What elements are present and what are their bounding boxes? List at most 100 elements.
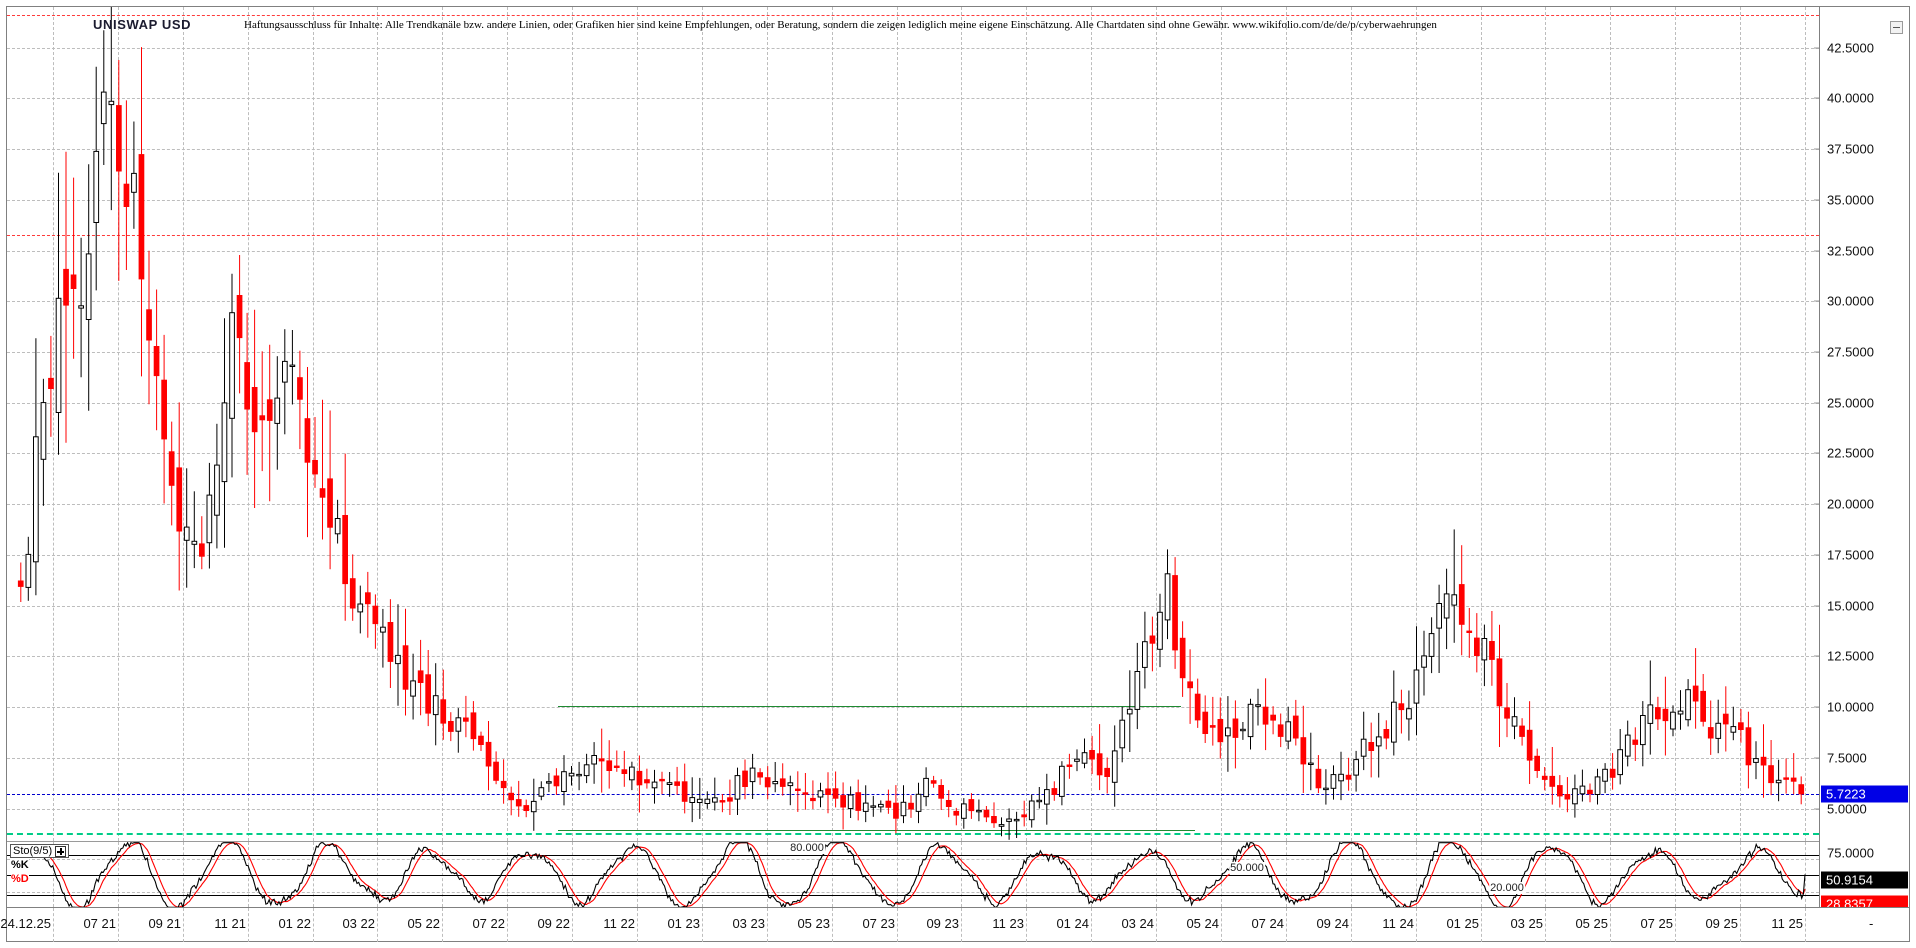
date-axis-tick xyxy=(1091,908,1092,942)
price-axis-tick-label: 10.0000 xyxy=(1827,699,1874,715)
date-axis-tick-label: 07 25 xyxy=(1640,916,1673,931)
date-axis-tick xyxy=(767,908,768,942)
price-axis-tick xyxy=(1814,250,1819,251)
minus-box-icon[interactable] xyxy=(1890,21,1903,34)
date-axis-tick-label: 03 23 xyxy=(732,916,765,931)
price-axis-tick-label: 35.0000 xyxy=(1827,192,1874,208)
date-axis-tick-label: 24.12.25 xyxy=(0,916,51,931)
date-axis-tick xyxy=(1416,908,1417,942)
date-axis-tick xyxy=(637,908,638,942)
date-axis-tick-label: 07 22 xyxy=(472,916,505,931)
date-axis-tick xyxy=(313,908,314,942)
date-axis-tick xyxy=(961,908,962,942)
price-axis-tick-label: 17.5000 xyxy=(1827,547,1874,563)
date-axis-tick-label: 09 22 xyxy=(537,916,570,931)
price-axis-tick xyxy=(1814,655,1819,657)
stochastic-pane[interactable]: Sto(9/5) %K %D 80.000 50.000 20.000 xyxy=(7,841,1819,907)
date-axis-tick-label: 03 25 xyxy=(1510,916,1543,931)
price-axis-tick-label: 37.5000 xyxy=(1827,141,1874,157)
last-price-line xyxy=(7,793,1819,795)
date-axis[interactable]: 24.12.25 07 21 09 21 11 21 01 22 03 22 05 22 07… xyxy=(0,907,1909,942)
date-axis-tick xyxy=(248,908,249,942)
sto-axis-top-label: 75.0000 xyxy=(1827,845,1874,861)
date-axis-tick xyxy=(1740,908,1741,942)
sto-level-line xyxy=(7,875,1819,876)
percent-d-label: %D xyxy=(11,873,29,885)
sto-level-line xyxy=(7,855,1819,857)
second-red-band-line xyxy=(7,235,1819,236)
price-axis-tick xyxy=(1814,554,1819,556)
indicator-name: Sto(9/5) xyxy=(13,844,53,857)
page-title: UNISWAP USD xyxy=(93,17,192,32)
price-axis-tick-label: 40.0000 xyxy=(1827,90,1874,106)
price-axis-tick xyxy=(1814,605,1819,607)
sto-level-label: 80.000 xyxy=(789,842,825,855)
percent-k-label: %K xyxy=(11,859,29,871)
date-axis-tick xyxy=(1026,908,1027,942)
candlestick-series xyxy=(17,7,1805,840)
price-chart-pane[interactable]: UNISWAP USD Haftungsausschluss für Inhal… xyxy=(7,7,1819,841)
date-axis-tick xyxy=(1156,908,1157,942)
price-axis-tick xyxy=(1814,47,1819,49)
date-axis-tick-label: 05 24 xyxy=(1186,916,1219,931)
price-axis-tick xyxy=(1814,97,1819,99)
date-axis-tick xyxy=(1805,908,1806,942)
date-axis-tick-label: 03 22 xyxy=(342,916,375,931)
price-axis[interactable]: 42.5000 40.0000 37.5000 35.0000 32.5000 30.00… xyxy=(1814,7,1909,913)
upper-red-band-line xyxy=(7,15,1819,16)
price-axis-tick-label: 27.5000 xyxy=(1827,344,1874,360)
date-axis-tick xyxy=(1675,908,1676,942)
date-axis-tick xyxy=(1545,908,1546,942)
date-axis-tick-label: 01 25 xyxy=(1446,916,1479,931)
price-axis-tick xyxy=(1814,148,1819,150)
support-trendline[interactable] xyxy=(557,829,1196,831)
price-axis-tick-label: 32.5000 xyxy=(1827,243,1874,258)
date-axis-tick-label: 11 25 xyxy=(1771,916,1803,931)
price-axis-tick-label: 42.5000 xyxy=(1827,40,1874,56)
date-axis-tick xyxy=(1481,908,1482,942)
indicator-tag[interactable]: Sto(9/5) xyxy=(10,844,70,858)
date-axis-tick-label: 05 22 xyxy=(407,916,440,931)
date-axis-tick xyxy=(897,908,898,942)
resistance-trendline[interactable] xyxy=(557,706,1182,708)
date-axis-tick-label: 11 21 xyxy=(214,916,246,931)
date-axis-tick xyxy=(118,908,119,942)
date-axis-tick-label: 07 21 xyxy=(83,916,116,931)
sto-level-line xyxy=(7,894,1819,896)
green-band-line xyxy=(7,833,1819,835)
last-price-badge: 5.7223 xyxy=(1821,785,1908,803)
date-axis-tick-label: 05 25 xyxy=(1575,916,1608,931)
date-axis-tick-label: 05 23 xyxy=(797,916,830,931)
date-axis-tick-label: 07 23 xyxy=(862,916,895,931)
price-axis-tick-label: 30.0000 xyxy=(1827,293,1874,309)
date-axis-tick xyxy=(832,908,833,942)
date-axis-tick xyxy=(1221,908,1222,942)
date-axis-tick-label: 01 23 xyxy=(667,916,700,931)
price-axis-tick-label: 15.0000 xyxy=(1827,598,1874,614)
price-axis-tick-label: 5.0000 xyxy=(1827,801,1867,817)
date-axis-tick-label: 11 22 xyxy=(603,916,635,931)
date-axis-tick-label: 03 24 xyxy=(1121,916,1154,931)
price-axis-tick xyxy=(1814,300,1819,302)
price-axis-tick-label: 25.0000 xyxy=(1827,395,1874,411)
date-axis-tick-label: 11 24 xyxy=(1382,916,1414,931)
sto-level-label: 20.000 xyxy=(1489,881,1525,894)
date-axis-tick xyxy=(53,908,54,942)
date-axis-tick xyxy=(702,908,703,942)
price-axis-tick xyxy=(1814,351,1819,353)
price-axis-tick-label: 22.5000 xyxy=(1827,445,1874,461)
plus-box-icon[interactable] xyxy=(55,845,67,857)
date-axis-tick xyxy=(183,908,184,942)
stochastic-series xyxy=(16,842,1806,907)
price-axis-tick-label: 12.5000 xyxy=(1827,648,1874,664)
date-axis-tick-label: 01 24 xyxy=(1056,916,1089,931)
chart-frame: UNISWAP USD Haftungsausschluss für Inhal… xyxy=(0,6,1910,942)
date-axis-tick xyxy=(572,908,573,942)
price-axis-tick xyxy=(1814,199,1819,201)
price-axis-tick xyxy=(1814,503,1819,505)
price-axis-tick xyxy=(1814,402,1819,404)
date-axis-trailing-dash: - xyxy=(1869,916,1874,931)
date-axis-tick xyxy=(1351,908,1352,942)
price-axis-tick xyxy=(1814,757,1819,759)
